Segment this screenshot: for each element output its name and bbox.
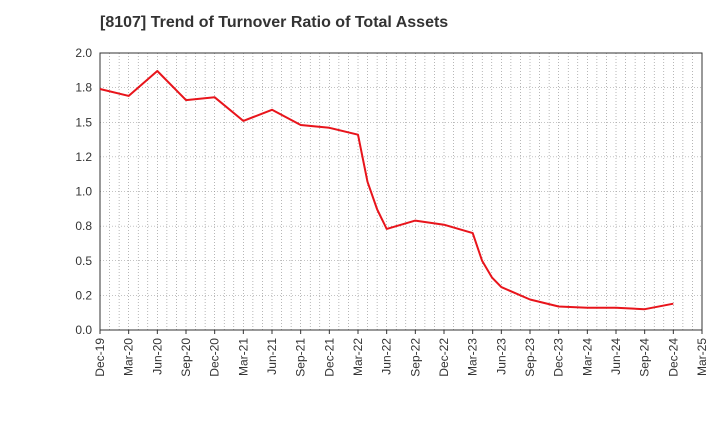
x-tick-label: Mar-25	[695, 338, 709, 376]
x-tick-label: Dec-24	[666, 338, 680, 377]
x-tick-label: Jun-23	[494, 338, 508, 375]
x-tick-label: Mar-23	[466, 338, 480, 376]
y-tick-label: 1.2	[75, 150, 92, 164]
y-tick-label: 0.2	[75, 288, 92, 302]
x-tick-label: Sep-22	[408, 338, 422, 377]
y-tick-label: 2.0	[75, 46, 92, 60]
y-tick-label: 1.0	[75, 185, 92, 199]
x-tick-label: Dec-20	[208, 338, 222, 377]
x-tick-label: Mar-21	[236, 338, 250, 376]
y-tick-label: 0.0	[75, 323, 92, 337]
plot-frame	[99, 52, 703, 331]
x-tick-label: Mar-24	[580, 338, 594, 376]
chart-title: [8107] Trend of Turnover Ratio of Total …	[100, 14, 449, 31]
x-tick-label: Mar-22	[351, 338, 365, 376]
y-tick-label: 0.8	[75, 219, 92, 233]
x-tick-label: Dec-22	[437, 338, 451, 377]
series-line	[99, 70, 674, 311]
x-tick-label: Sep-21	[294, 338, 308, 377]
y-tick-label: 1.8	[75, 81, 92, 95]
y-tick-label: 0.5	[75, 254, 92, 268]
y-tick-label: 1.5	[75, 115, 92, 129]
x-tick-label: Jun-21	[265, 338, 279, 375]
x-tick-label: Jun-24	[609, 338, 623, 375]
x-tick-label: Dec-21	[322, 338, 336, 377]
x-tick-label: Mar-20	[122, 338, 136, 376]
x-tick-label: Sep-20	[179, 338, 193, 377]
x-tick-label: Sep-24	[638, 338, 652, 377]
x-tick-label: Jun-22	[380, 338, 394, 375]
x-tick-label: Sep-23	[523, 338, 537, 377]
x-tick-label: Dec-19	[93, 338, 107, 377]
x-tick-label: Dec-23	[552, 338, 566, 377]
x-tick-label: Jun-20	[150, 338, 164, 375]
